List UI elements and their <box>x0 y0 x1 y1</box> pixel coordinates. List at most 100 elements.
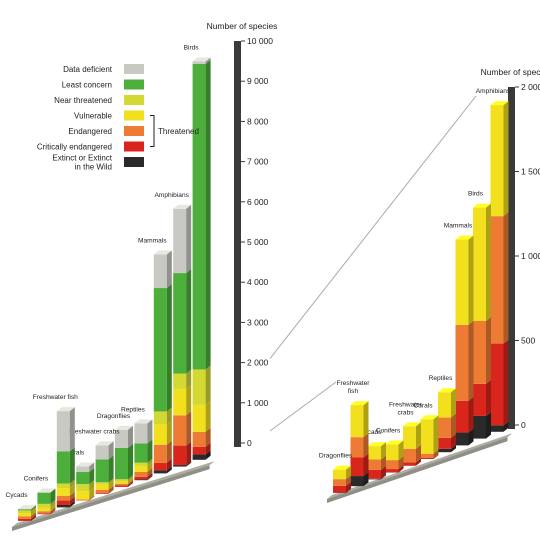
zoom-line-top <box>269 95 477 359</box>
chart-0-tick-label-4: 4 000 <box>247 277 269 287</box>
chart-0-bar-dragonflies-endangered-side <box>128 479 133 486</box>
chart-1-category-label-birds: Birds <box>468 191 484 198</box>
legend-swatch-vulnerable <box>124 110 144 121</box>
chart-0-bar-conifers-top <box>37 488 56 493</box>
chart-1-bar-amphibians-top <box>490 101 509 106</box>
chart-0-bar-cycads-critically-endangered-side <box>31 514 36 521</box>
chart-0-bar-cycads-least-concern <box>18 509 31 511</box>
chart-0-bar-cycads-data-deficient-side <box>31 505 36 510</box>
chart-1-bar-amphibians-endangered <box>490 216 504 344</box>
legend-label-data-deficient: Data deficient <box>63 65 113 74</box>
legend-swatch-least-concern <box>124 79 144 90</box>
chart-0-bar-dragonflies-critically-endangered <box>115 485 128 487</box>
chart-0-bar-conifers-data-deficient-side <box>50 488 56 493</box>
chart-1-bar-corals-vulnerable <box>420 419 434 454</box>
chart-0-bar-mammals-endangered <box>153 444 167 463</box>
chart-0-tick-label-7: 7 000 <box>247 157 269 167</box>
chart-0-bar-freshwater-fish-data-deficient-side <box>69 407 75 452</box>
chart-0-category-label-conifers: Conifers <box>24 475 49 482</box>
chart-0-bar-conifers-endangered <box>37 511 51 514</box>
legend-label-extinct-or-extinct-in-the-wild: Extinct or Extinct in the Wild <box>52 154 112 172</box>
chart-0-bar-amphibians-near-threatened <box>173 373 187 389</box>
legend-swatch-extinct-or-extinct-in-the-wild <box>124 157 144 167</box>
chart-0-bar-freshwater-fish-top <box>56 407 75 412</box>
chart-1-bar-dragonflies-critically-endangered <box>333 485 346 493</box>
chart-0-bar-conifers-vulnerable-side <box>50 503 56 512</box>
chart-0-bar-dragonflies-vulnerable <box>115 481 128 484</box>
chart-0-bar-freshwater-crabs-endangered-side <box>108 485 114 493</box>
chart-1-bar-birds-top <box>473 203 491 208</box>
chart-0-bar-conifers-extinct-or-extinct-in-the-wild-side <box>50 510 56 515</box>
chart-0-tick-label-6: 6 000 <box>247 197 269 207</box>
threatened-bracket <box>150 115 155 147</box>
chart-0-bar-dragonflies-least-concern <box>115 447 128 480</box>
chart-0-bar-corals-near-threatened-side <box>89 480 95 492</box>
chart-1-bar-reptiles-endangered-side <box>451 413 456 438</box>
chart-0-category-label-corals: Corals <box>65 449 85 456</box>
chart-0-bar-amphibians-critically-endangered <box>173 445 187 466</box>
chart-0-bar-mammals-critically-endangered <box>153 462 167 471</box>
chart-1-bar-mammals-top <box>455 235 474 240</box>
chart-1-bar-cycads-endangered-side <box>381 455 386 470</box>
chart-1-bar-conifers-vulnerable-side <box>398 440 404 461</box>
chart-1-tick-label-4: 2 000 <box>521 82 540 92</box>
chart-0-bar-mammals-extinct-or-extinct-in-the-wild <box>153 470 167 474</box>
chart-1-bar-dragonflies-vulnerable-side <box>346 465 351 480</box>
chart-0-bar-corals-critically-endangered-side <box>89 496 95 501</box>
chart-1-bar-cycads-critically-endangered <box>368 469 381 479</box>
legend-label-least-concern: Least concern <box>62 81 112 90</box>
legend: Data deficient Least concern Near threaten… <box>37 64 199 172</box>
chart-0-bar-freshwater-fish-least-concern <box>56 451 70 484</box>
chart-0-floor-edge <box>12 465 210 531</box>
chart-0-bar-birds-critically-endangered <box>192 446 206 455</box>
chart-0-bar-birds-data-deficient <box>192 61 206 64</box>
chart-1-category-label-dragonflies: Dragonflies <box>319 453 353 460</box>
chart-0-category-label-birds: Birds <box>184 45 200 52</box>
chart-1-bar-birds-endangered-side <box>486 316 491 384</box>
chart-0-bar-birds-extinct-or-extinct-in-the-wild-side <box>205 450 211 460</box>
chart-0-bar-birds-top <box>192 57 211 62</box>
chart-1-bar-conifers-critically-endangered-side <box>398 465 404 473</box>
chart-0-category-label-reptiles: Reptiles <box>121 406 146 413</box>
chart-0-bar-freshwater-crabs-vulnerable <box>95 484 109 490</box>
chart-1-bar-freshwater-crabs-extinct-or-extinct-in-the-wild-side <box>416 461 421 466</box>
chart-1-bar-conifers-extinct-or-extinct-in-the-wild-side <box>398 468 404 473</box>
chart-1-bar-reptiles-vulnerable <box>438 392 451 418</box>
chart-1-category-label-reptiles: Reptiles <box>429 375 454 382</box>
chart-0-bar-mammals-vulnerable <box>153 424 167 445</box>
chart-0-bar-reptiles-critically-endangered <box>134 476 148 480</box>
chart-0-bar-cycads-least-concern-side <box>31 505 36 511</box>
chart-1-bar-birds-extinct-or-extinct-in-the-wild-side <box>486 411 491 439</box>
chart-0-bar-amphibians-vulnerable <box>173 388 187 416</box>
chart-0-bar-corals-endangered <box>76 499 90 501</box>
chart-1-tick-label-0: 0 <box>521 420 526 430</box>
chart-1-category-label-mammals: Mammals <box>444 223 473 230</box>
chart-0-category-label-amphibians: Amphibians <box>154 192 189 199</box>
chart-1-bar-dragonflies-extinct-or-extinct-in-the-wild-side <box>346 488 351 493</box>
chart-0-bar-conifers-least-concern-side <box>50 488 56 504</box>
chart-0-bar-reptiles-critically-endangered-side <box>147 472 153 480</box>
chart-1-bar-dragonflies-endangered <box>333 479 346 486</box>
chart-1-bar-amphibians-vulnerable-side <box>503 101 509 217</box>
chart-1-axis-bar <box>508 87 515 429</box>
chart-0-bar-birds-near-threatened <box>192 369 206 405</box>
chart-0-bar-birds-vulnerable <box>192 404 206 432</box>
chart-0-bar-freshwater-crabs-top <box>95 441 114 446</box>
chart-1-bar-cycads-top <box>368 442 386 447</box>
chart-0-bar-freshwater-fish-endangered <box>56 495 70 501</box>
chart-1-bar-reptiles-vulnerable-side <box>451 388 456 418</box>
chart-0-tick-label-0: 0 <box>247 438 252 448</box>
chart-0-bar-mammals-endangered-side <box>166 440 172 463</box>
legend-swatch-critically-endangered <box>124 141 144 152</box>
chart-0-bar-freshwater-crabs-critically-endangered <box>95 492 109 494</box>
chart-0-bar-freshwater-fish-near-threatened <box>56 483 70 489</box>
chart-0-tick-label-5: 5 000 <box>247 237 269 247</box>
chart-1-floor <box>327 433 513 499</box>
chart-1-bar-freshwater-crabs-vulnerable-side <box>416 422 421 449</box>
chart-0-bar-amphibians-least-concern-side <box>186 269 192 374</box>
chart-0-bar-mammals-critically-endangered-side <box>166 458 172 471</box>
chart-0-bar-dragonflies-critically-endangered-side <box>128 481 133 487</box>
chart-1-bar-birds-endangered <box>473 320 486 384</box>
chart-1-bar-corals-critically-endangered <box>420 457 434 459</box>
